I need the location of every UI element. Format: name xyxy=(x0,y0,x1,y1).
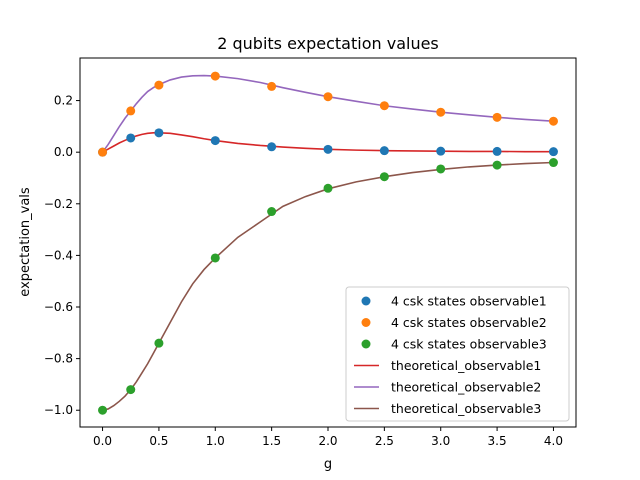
y-axis-label: expectation_vals xyxy=(18,187,33,297)
y-tick-label: −0.4 xyxy=(44,248,73,262)
x-tick-label: 3.5 xyxy=(488,434,507,448)
series-2-point xyxy=(267,81,277,91)
series-line-2 xyxy=(101,74,554,153)
series-2-point xyxy=(548,116,558,126)
x-tick-label: 4.0 xyxy=(544,434,563,448)
legend-marker xyxy=(361,339,371,349)
legend-label: 4 csk states observable3 xyxy=(391,337,547,352)
series-3-point xyxy=(323,183,333,193)
x-axis-label: g xyxy=(324,457,332,472)
series-1-point xyxy=(492,146,502,156)
series-3-point xyxy=(154,338,164,348)
legend-label: theoretical_observable3 xyxy=(391,401,541,416)
y-tick-label: 0.2 xyxy=(54,94,73,108)
series-1-point xyxy=(210,136,220,146)
legend-label: 4 csk states observable1 xyxy=(391,294,547,309)
series-3-point xyxy=(436,164,446,174)
legend-box xyxy=(345,286,570,422)
series-2-point xyxy=(154,80,164,90)
x-tick-label: 1.0 xyxy=(206,434,225,448)
series-2-point xyxy=(98,147,108,157)
series-1-point xyxy=(548,147,558,157)
x-tick-label: 1.5 xyxy=(262,434,281,448)
series-3-point xyxy=(126,385,136,395)
legend-label: 4 csk states observable2 xyxy=(391,315,547,330)
series-3-point xyxy=(492,160,502,170)
series-2-point xyxy=(210,71,220,81)
series-2-point xyxy=(436,107,446,117)
legend-marker xyxy=(361,318,371,327)
y-tick-label: 0.0 xyxy=(54,145,73,159)
series-2-point xyxy=(126,106,136,116)
series-3-point xyxy=(379,172,389,182)
series-3-point xyxy=(548,158,558,168)
legend-marker xyxy=(361,296,371,306)
chart-title: 2 qubits expectation values xyxy=(217,34,439,53)
series-2-point xyxy=(323,92,333,102)
y-tick-label: −0.8 xyxy=(44,352,73,366)
series-2-point xyxy=(492,112,502,122)
plot-area: 0.0 0.5 1.0 1.5 2.0 2.5 3.0 3.5 4.0 0.2 0.0 −0.2 −0.… xyxy=(44,57,577,448)
series-3-point xyxy=(267,207,277,217)
series-3-point xyxy=(210,253,220,263)
series-1-point xyxy=(379,146,389,156)
series-1-point xyxy=(323,144,333,154)
x-tick-label: 0.5 xyxy=(149,434,168,448)
series-1-point xyxy=(436,146,446,156)
series-1-point xyxy=(154,128,164,138)
x-tick-label: 2.5 xyxy=(375,434,394,448)
y-tick-label: −0.2 xyxy=(44,197,73,211)
x-tick-label: 3.0 xyxy=(431,434,450,448)
series-2-point xyxy=(379,101,389,111)
y-tick-label: −1.0 xyxy=(44,403,73,417)
series-3-point xyxy=(98,405,108,415)
series-1-point xyxy=(126,133,136,143)
y-tick-label: −0.6 xyxy=(44,300,73,314)
legend-label: theoretical_observable2 xyxy=(391,380,541,395)
x-tick-label: 0.0 xyxy=(93,434,112,448)
x-tick-label: 2.0 xyxy=(318,434,337,448)
legend-label: theoretical_observable1 xyxy=(391,358,541,373)
series-1-point xyxy=(267,142,277,152)
